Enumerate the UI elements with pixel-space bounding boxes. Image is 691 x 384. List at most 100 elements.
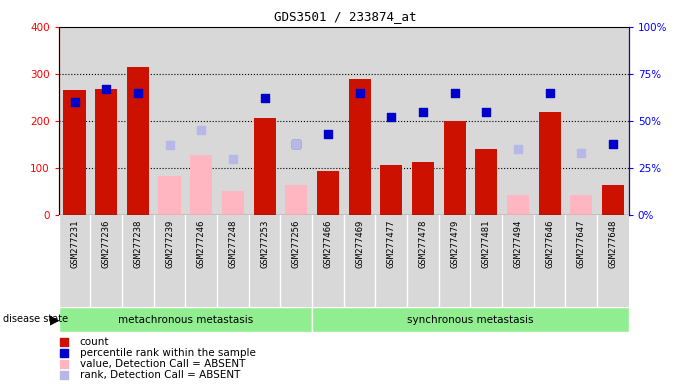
Point	[59, 338, 70, 344]
Bar	[254, 118, 276, 215]
Text: GSM277236: GSM277236	[102, 220, 111, 268]
Point	[323, 131, 334, 137]
Point	[449, 90, 460, 96]
Point	[164, 142, 175, 149]
Text: metachronous metastasis: metachronous metastasis	[117, 314, 253, 325]
Point	[59, 372, 70, 378]
Text: GSM277231: GSM277231	[70, 220, 79, 268]
Text: GSM277253: GSM277253	[260, 220, 269, 268]
Text: GSM277481: GSM277481	[482, 220, 491, 268]
Point	[69, 99, 80, 105]
Bar	[565, 215, 597, 307]
Bar	[507, 195, 529, 215]
Bar	[375, 27, 407, 215]
Bar	[185, 215, 217, 307]
Bar	[312, 307, 629, 332]
Point	[544, 90, 555, 96]
Text: GSM277479: GSM277479	[450, 220, 459, 268]
Point	[576, 150, 587, 156]
Bar	[217, 215, 249, 307]
Bar	[249, 27, 281, 215]
Bar	[64, 90, 86, 215]
Bar	[127, 67, 149, 215]
Text: disease state: disease state	[3, 314, 68, 324]
Bar	[158, 176, 180, 215]
Bar	[222, 190, 244, 215]
Bar	[249, 215, 281, 307]
Bar	[475, 149, 498, 215]
Point	[59, 361, 70, 367]
Bar	[281, 27, 312, 215]
Text: GSM277248: GSM277248	[229, 220, 238, 268]
Bar	[380, 165, 402, 215]
Bar	[91, 215, 122, 307]
Bar	[122, 27, 153, 215]
Point	[59, 349, 70, 356]
Bar	[281, 215, 312, 307]
Text: GSM277494: GSM277494	[513, 220, 522, 268]
Point	[513, 146, 524, 152]
Text: GSM277648: GSM277648	[609, 220, 618, 268]
Text: ▶: ▶	[50, 313, 60, 326]
Bar	[344, 215, 375, 307]
Bar	[312, 215, 344, 307]
Bar	[59, 215, 91, 307]
Bar	[533, 27, 565, 215]
Point	[386, 114, 397, 120]
Bar	[122, 215, 153, 307]
Bar	[444, 121, 466, 215]
Bar	[538, 112, 560, 215]
Point	[481, 109, 492, 115]
Bar	[317, 171, 339, 215]
Bar	[471, 27, 502, 215]
Point	[417, 109, 428, 115]
Text: percentile rank within the sample: percentile rank within the sample	[79, 348, 256, 358]
Text: GSM277477: GSM277477	[387, 220, 396, 268]
Text: GSM277647: GSM277647	[577, 220, 586, 268]
Bar	[412, 162, 434, 215]
Bar	[285, 185, 307, 215]
Bar	[407, 215, 439, 307]
Point	[607, 141, 618, 147]
Bar	[439, 215, 471, 307]
Text: rank, Detection Call = ABSENT: rank, Detection Call = ABSENT	[79, 370, 240, 380]
Point	[259, 95, 270, 101]
Bar	[312, 27, 343, 215]
Text: GSM277466: GSM277466	[323, 220, 332, 268]
Bar	[597, 215, 629, 307]
Text: count: count	[79, 336, 109, 346]
Point	[354, 90, 365, 96]
Text: GDS3501 / 233874_at: GDS3501 / 233874_at	[274, 10, 417, 23]
Bar	[502, 215, 533, 307]
Bar	[59, 307, 312, 332]
Bar	[185, 27, 217, 215]
Text: GSM277246: GSM277246	[197, 220, 206, 268]
Bar	[91, 27, 122, 215]
Bar	[59, 27, 91, 215]
Text: GSM277646: GSM277646	[545, 220, 554, 268]
Text: GSM277478: GSM277478	[419, 220, 428, 268]
Text: GSM277238: GSM277238	[133, 220, 142, 268]
Point	[291, 141, 302, 147]
Bar	[533, 215, 565, 307]
Bar	[439, 27, 471, 215]
Bar	[407, 27, 439, 215]
Bar	[153, 215, 185, 307]
Bar	[375, 215, 407, 307]
Text: GSM277239: GSM277239	[165, 220, 174, 268]
Point	[101, 86, 112, 92]
Bar	[190, 155, 212, 215]
Bar	[597, 27, 629, 215]
Text: synchronous metastasis: synchronous metastasis	[407, 314, 533, 325]
Bar	[602, 185, 624, 215]
Bar	[570, 195, 592, 215]
Bar	[502, 27, 533, 215]
Bar	[153, 27, 185, 215]
Point	[227, 156, 238, 162]
Bar	[565, 27, 597, 215]
Text: GSM277256: GSM277256	[292, 220, 301, 268]
Point	[291, 141, 302, 147]
Bar	[95, 89, 117, 215]
Bar	[343, 27, 375, 215]
Bar	[217, 27, 249, 215]
